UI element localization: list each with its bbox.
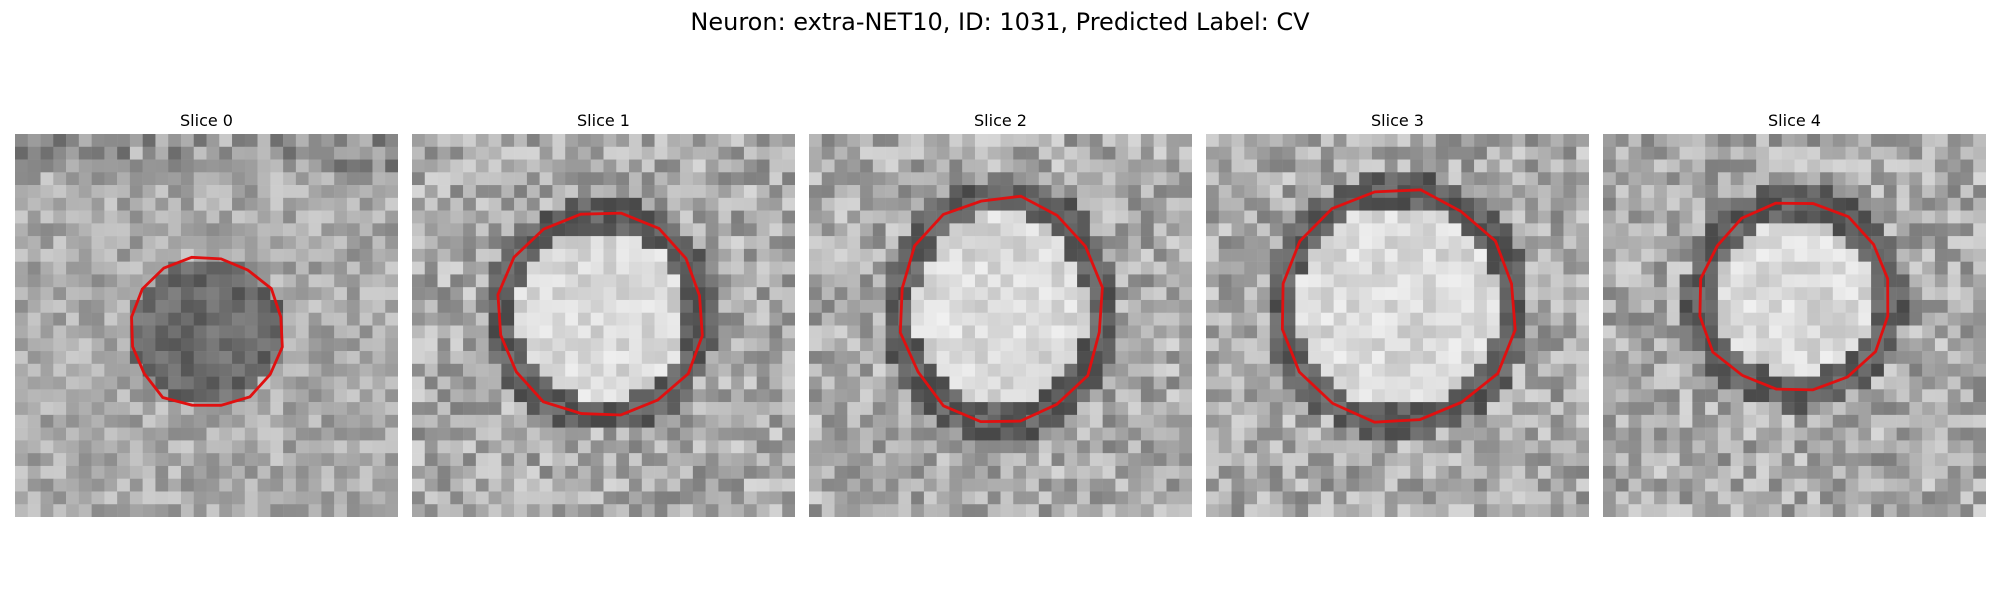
slice-panel-2: Slice 2 xyxy=(809,110,1192,517)
slice-title: Slice 3 xyxy=(1371,111,1424,130)
slice-image xyxy=(412,134,795,517)
contour-outline xyxy=(898,194,1104,424)
slice-image xyxy=(1206,134,1589,517)
slice-title: Slice 1 xyxy=(577,111,630,130)
contour-outline xyxy=(130,255,284,407)
contour-outline xyxy=(1280,188,1517,424)
slice-title: Slice 0 xyxy=(180,111,233,130)
slice-panel-4: Slice 4 xyxy=(1603,110,1986,517)
slice-image xyxy=(1603,134,1986,517)
slice-panel-3: Slice 3 xyxy=(1206,110,1589,517)
contour-outline xyxy=(496,211,704,417)
slice-image xyxy=(809,134,1192,517)
slice-panel-0: Slice 0 xyxy=(15,110,398,517)
contour-outline xyxy=(1698,201,1890,392)
figure-title: Neuron: extra-NET10, ID: 1031, Predicted… xyxy=(690,8,1310,36)
slice-panel-1: Slice 1 xyxy=(412,110,795,517)
slice-title: Slice 4 xyxy=(1768,111,1821,130)
slice-image xyxy=(15,134,398,517)
slice-title: Slice 2 xyxy=(974,111,1027,130)
